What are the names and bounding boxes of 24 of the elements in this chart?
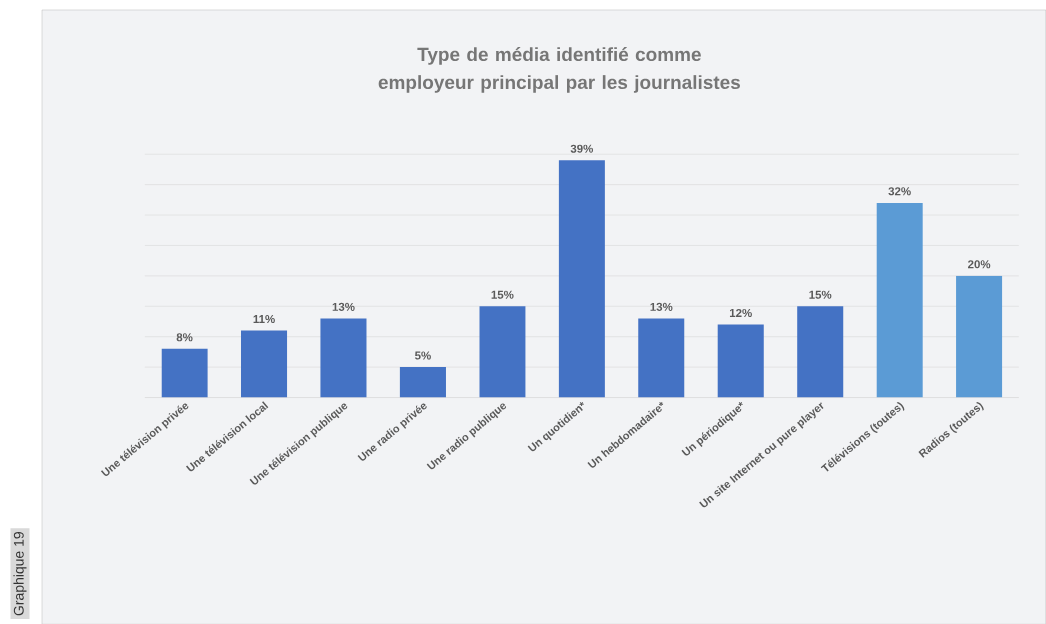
data-label: 13%	[332, 302, 355, 311]
bar	[320, 318, 367, 398]
bar	[797, 306, 844, 398]
text: Graphique 19	[13, 531, 27, 616]
data-label: 15%	[809, 290, 832, 299]
data-label: 20%	[968, 259, 991, 269]
bar	[479, 306, 526, 398]
chart-title: Type de média identifié comme employeur principal par les journalistes	[378, 46, 740, 93]
data-label: 32%	[888, 186, 911, 196]
bar	[717, 324, 764, 398]
bar	[558, 160, 605, 398]
data-label: 8%	[176, 332, 193, 342]
data-label: 39%	[570, 144, 594, 153]
bar	[956, 275, 1003, 398]
data-label: 11%	[253, 314, 275, 323]
bar	[638, 318, 685, 398]
bar	[399, 366, 446, 398]
data-label: 13%	[650, 302, 673, 311]
data-label: 12%	[729, 308, 752, 317]
bar	[876, 202, 923, 398]
bar	[240, 330, 288, 398]
data-label: 15%	[491, 290, 514, 299]
data-label: 5%	[414, 351, 431, 360]
bar	[161, 348, 208, 398]
